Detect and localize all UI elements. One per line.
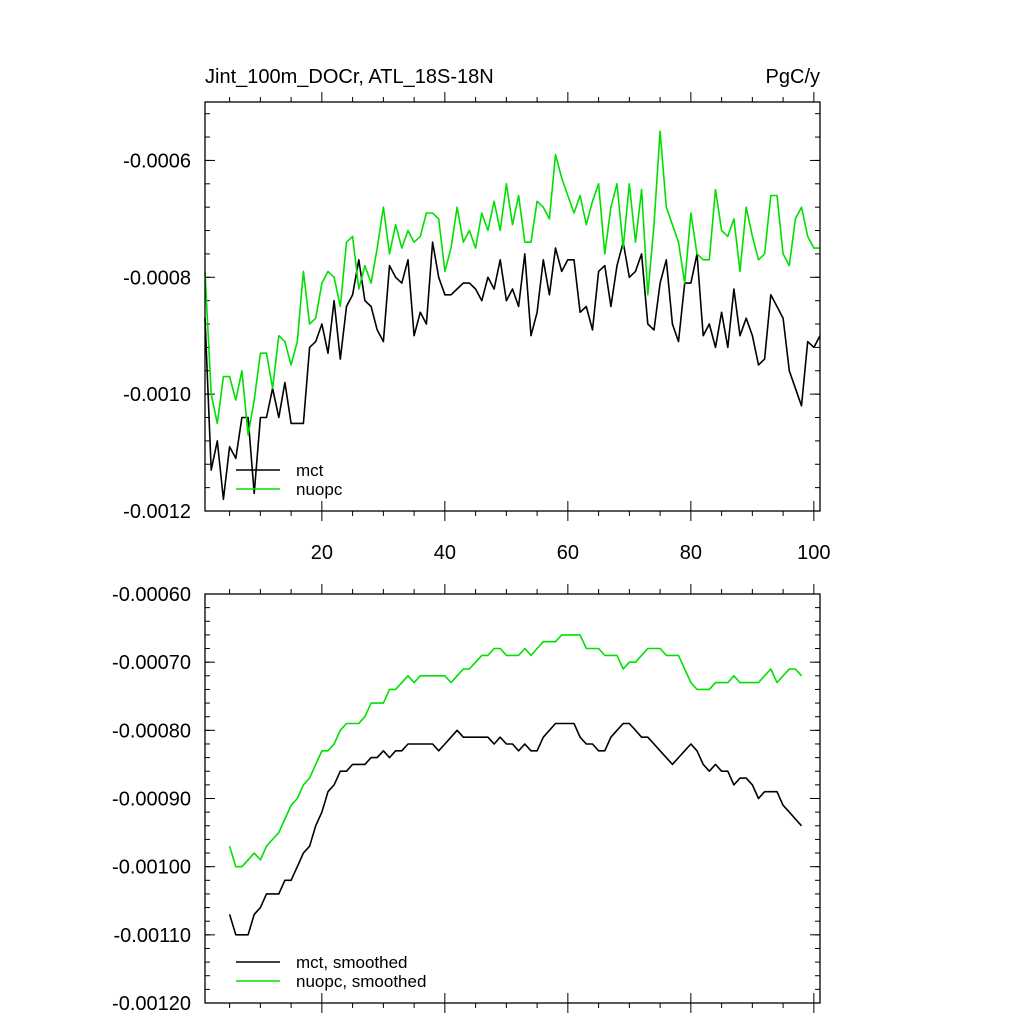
bottom-ytick-label: -0.00100 xyxy=(112,857,191,879)
top-ytick-label: -0.0008 xyxy=(123,267,191,289)
bottom-ytick-label: -0.00120 xyxy=(112,993,191,1015)
top-xtick-label: 20 xyxy=(311,542,333,564)
panel-bottom: -0.00120 -0.00110 -0.00100 -0.00090 -0.00080… xyxy=(112,584,821,1015)
legend-label-mct: mct xyxy=(296,461,324,480)
bottom-ytick-label: -0.00090 xyxy=(112,789,191,811)
bottom-series-line-nuopc-smoothed xyxy=(228,634,803,868)
top-series-line-mct xyxy=(204,241,821,501)
bottom-series xyxy=(228,634,803,936)
top-xtick-label: 100 xyxy=(797,542,830,564)
top-ytick-label: -0.0012 xyxy=(123,501,191,523)
bottom-ytick-label: -0.00060 xyxy=(112,584,191,606)
top-ytick-label: -0.0010 xyxy=(123,384,191,406)
legend-label-mct-smoothed: mct, smoothed xyxy=(296,953,408,972)
chart-title: Jint_100m_DOCr, ATL_18S-18N xyxy=(205,66,494,88)
bottom-series-line-mct-smoothed xyxy=(228,722,803,936)
panel-top: Jint_100m_DOCr, ATL_18S-18N PgC/y -0.001… xyxy=(123,66,830,564)
bottom-ytick-label: -0.00110 xyxy=(114,925,191,947)
top-legend: mct nuopc xyxy=(236,461,343,499)
bottom-legend: mct, smoothed nuopc, smoothed xyxy=(236,953,426,991)
top-series xyxy=(204,130,821,501)
top-xtick-label: 40 xyxy=(434,542,456,564)
top-xtick-label: 60 xyxy=(557,542,579,564)
bottom-ytick-label: -0.00080 xyxy=(112,720,191,742)
top-plot-frame xyxy=(204,101,821,512)
top-series-line-nuopc xyxy=(204,130,820,436)
top-xtick-label: 80 xyxy=(680,542,702,564)
units-label: PgC/y xyxy=(766,66,820,88)
legend-label-nuopc-smoothed: nuopc, smoothed xyxy=(296,972,426,991)
bottom-ticks: -0.00120 -0.00110 -0.00100 -0.00090 -0.00080… xyxy=(112,584,820,1015)
top-ytick-label: -0.0006 xyxy=(123,150,191,172)
top-ticks: -0.0012 -0.0010 -0.0008 -0.0006 20 40 60 80 100 xyxy=(123,92,831,564)
bottom-plot-frame xyxy=(204,593,821,1004)
legend-label-nuopc: nuopc xyxy=(296,480,343,499)
bottom-ytick-label: -0.00070 xyxy=(112,652,191,674)
